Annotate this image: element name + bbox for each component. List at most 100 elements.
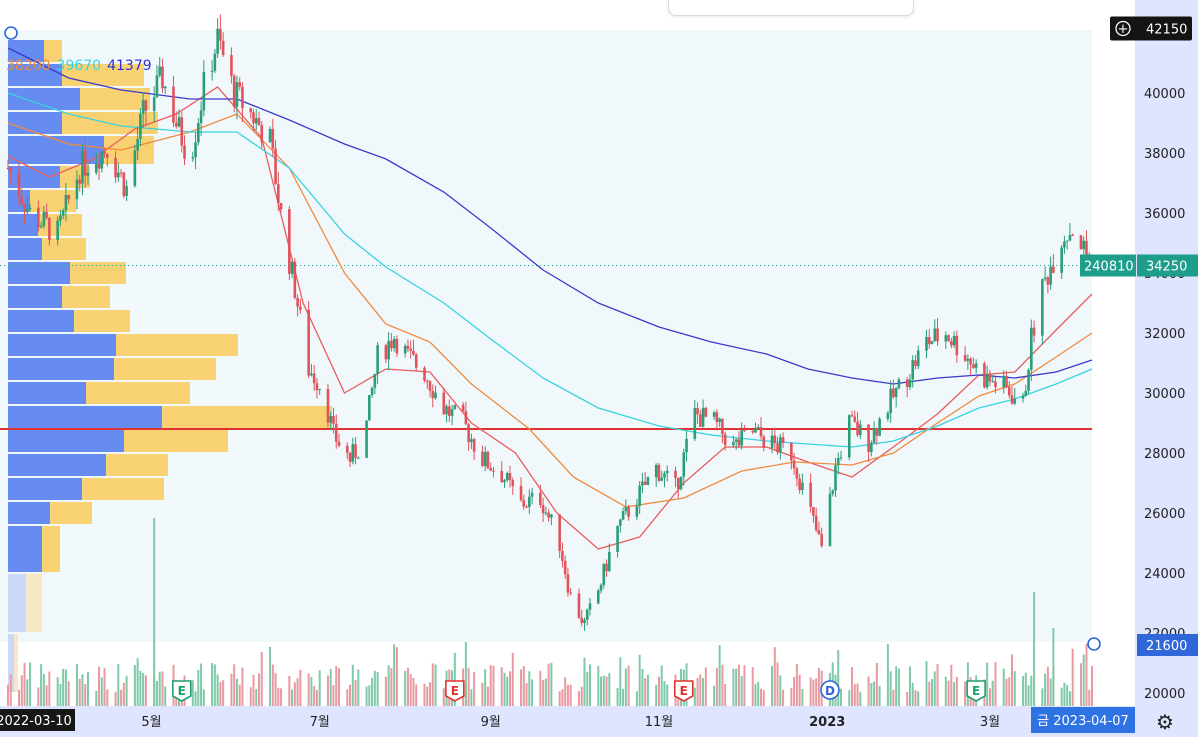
candle-body-14 xyxy=(61,210,65,216)
volume-bar-21 xyxy=(86,672,89,706)
candle-body-221 xyxy=(859,424,862,436)
volume-bar-104 xyxy=(409,674,412,706)
candle-body-201 xyxy=(781,437,785,443)
volume-bar-244 xyxy=(950,664,953,706)
event-label-4: E xyxy=(972,684,980,698)
candle-body-227 xyxy=(886,413,890,419)
candle-body-27 xyxy=(114,157,117,178)
volume-bar-267 xyxy=(1041,688,1044,706)
volume-bar-234 xyxy=(911,682,914,706)
event-marker-2 xyxy=(673,680,694,702)
settings-gear-icon[interactable]: ⚙ xyxy=(1156,710,1174,734)
time-axis-background xyxy=(0,706,1198,737)
range-end-handle[interactable] xyxy=(1087,637,1101,651)
candle-body-189 xyxy=(737,439,741,446)
candles xyxy=(6,14,1094,631)
candle-body-49 xyxy=(197,123,200,143)
volume-bar-5 xyxy=(26,679,29,706)
volume-bar-19 xyxy=(81,674,84,706)
candle-body-159 xyxy=(621,511,625,520)
price-axis-background xyxy=(1135,0,1198,706)
candle-body-169 xyxy=(660,477,664,481)
volume-bar-0 xyxy=(7,684,9,706)
candle-body-172 xyxy=(674,470,677,478)
volume-bar-169 xyxy=(660,665,663,706)
profile-buy-14 xyxy=(8,238,42,260)
candle-body-45 xyxy=(180,117,184,146)
volume-bar-111 xyxy=(434,664,437,706)
volume-bar-96 xyxy=(376,672,379,706)
profile-sell-20 xyxy=(80,88,150,110)
time-tick-1: 7월 xyxy=(310,715,330,730)
candle-body-226 xyxy=(878,418,881,436)
volume-bar-270 xyxy=(1049,678,1052,706)
volume-bar-51 xyxy=(202,689,205,706)
volume-bar-26 xyxy=(106,689,109,706)
volume-bar-121 xyxy=(473,671,476,706)
volume-bar-92 xyxy=(365,686,368,706)
candle-body-87 xyxy=(345,445,349,453)
volume-bar-71 xyxy=(280,688,283,706)
candle-body-279 xyxy=(1085,240,1088,255)
profile-buy-9 xyxy=(8,358,114,380)
candle-body-121 xyxy=(472,439,476,452)
candle-body-208 xyxy=(812,506,815,516)
volume-bar-182 xyxy=(713,685,716,706)
volume-bar-219 xyxy=(853,684,856,706)
volume-bar-199 xyxy=(776,662,779,706)
candle-body-77 xyxy=(307,309,310,376)
candle-body-141 xyxy=(550,514,553,518)
ma-value-1: 38200 xyxy=(6,58,51,74)
profile-sell-12 xyxy=(62,286,110,308)
candle-body-193 xyxy=(754,428,757,433)
volume-bar-132 xyxy=(520,669,523,706)
volume-bar-125 xyxy=(489,665,492,706)
candle-body-46 xyxy=(183,145,186,159)
candle-body-53 xyxy=(213,53,217,71)
candle-body-34 xyxy=(139,113,142,140)
volume-bar-217 xyxy=(848,690,851,706)
volume-bar-50 xyxy=(200,663,203,706)
volume-bar-91 xyxy=(357,669,360,706)
candle-body-272 xyxy=(1060,247,1063,273)
volume-bar-163 xyxy=(638,654,641,706)
volume-bar-147 xyxy=(577,691,580,706)
candle-body-260 xyxy=(1010,395,1014,404)
candle-body-224 xyxy=(872,428,876,443)
volume-bar-264 xyxy=(1027,685,1030,706)
profile-sell-2 xyxy=(42,526,60,572)
floating-toolbar[interactable] xyxy=(668,0,914,16)
volume-bar-188 xyxy=(735,668,738,706)
candle-body-56 xyxy=(221,40,225,56)
volume-bar-236 xyxy=(917,691,920,706)
volume-bar-205 xyxy=(798,674,801,706)
marker-bg-2 xyxy=(1137,634,1198,656)
candle-body-219 xyxy=(853,416,857,422)
volume-bar-279 xyxy=(1085,643,1088,706)
volume-bar-85 xyxy=(335,665,338,706)
candle-body-82 xyxy=(326,388,330,423)
marker-label-1: 34250 xyxy=(1146,260,1187,275)
candle-body-263 xyxy=(1024,390,1028,396)
volume-spike-0 xyxy=(153,518,156,706)
candle-body-57 xyxy=(230,55,233,76)
ma-legend: 38200 39670 41379 xyxy=(6,58,152,74)
candle-body-132 xyxy=(519,485,523,501)
candle-body-236 xyxy=(916,350,920,367)
volume-bar-74 xyxy=(293,682,296,706)
candle-body-95 xyxy=(373,373,377,388)
volume-bar-276 xyxy=(1071,648,1074,706)
candle-body-252 xyxy=(983,363,986,388)
volume-bar-79 xyxy=(313,685,316,706)
volume-bar-243 xyxy=(947,680,950,706)
candle-body-144 xyxy=(563,560,567,575)
candle-body-175 xyxy=(682,452,686,477)
profile-sell-13 xyxy=(70,262,126,284)
candle-body-72 xyxy=(288,209,291,274)
candle-body-93 xyxy=(368,395,371,421)
volume-bar-220 xyxy=(856,683,859,706)
range-start-handle[interactable] xyxy=(4,26,18,40)
volume-bar-95 xyxy=(373,670,376,706)
candle-body-271 xyxy=(1052,266,1055,273)
